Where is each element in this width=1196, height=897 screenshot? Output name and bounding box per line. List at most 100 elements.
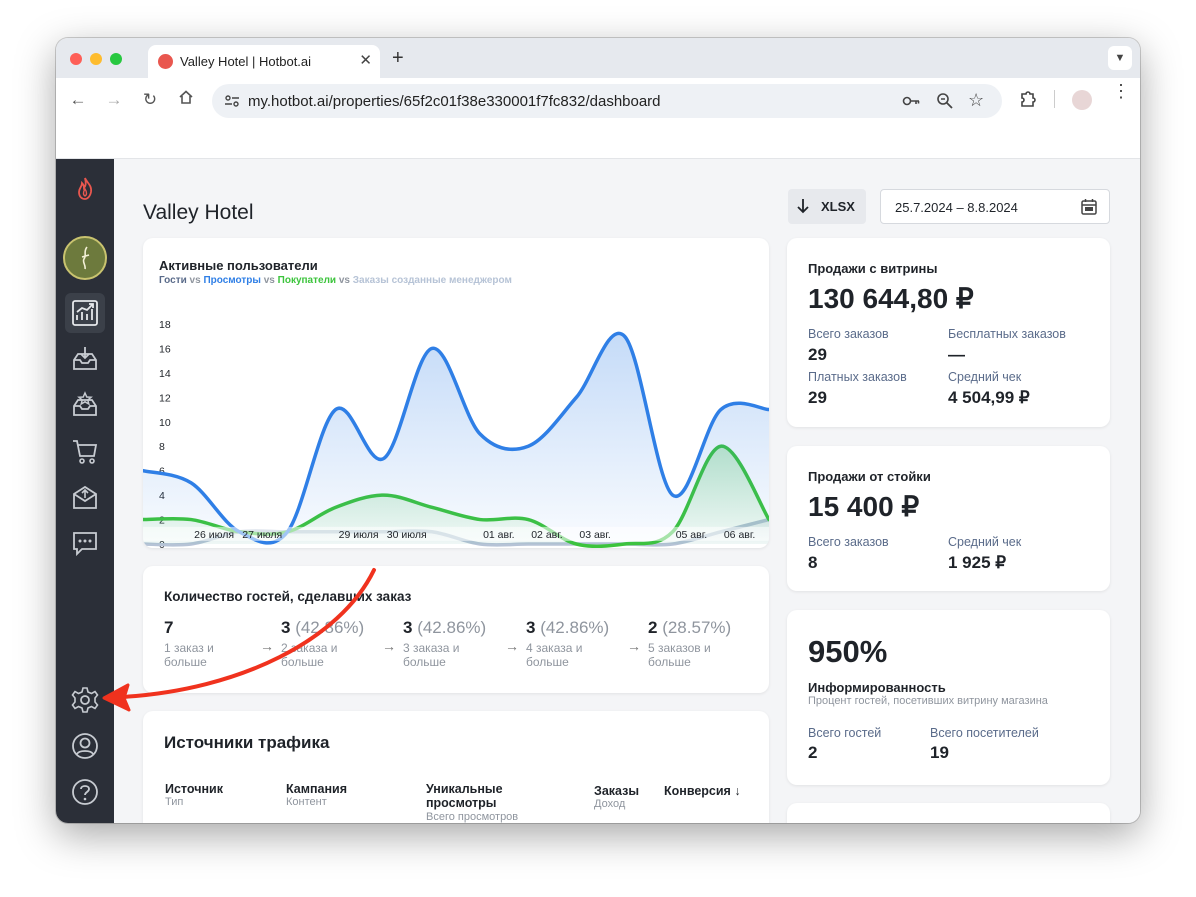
close-window-button[interactable] [70, 53, 82, 65]
x-tick-label: 27 июля [242, 529, 282, 541]
x-tick-label: 06 авг. [724, 529, 755, 541]
column-sub-campaign: Контент [286, 796, 327, 808]
dashboard-chart-icon[interactable] [65, 293, 105, 333]
tab-search-chevron-icon[interactable]: ▼ [1108, 46, 1132, 70]
sales-desk-card: Продажи от стойки 15 400 ₽ Всего заказов… [787, 446, 1110, 591]
paid-orders-label: Платных заказов [808, 370, 907, 384]
funnel-step-count: 3 (42.86%) [281, 618, 401, 638]
legend-item: Гости [159, 275, 190, 286]
browser-menu-icon[interactable]: ⋮ [1112, 81, 1130, 101]
forward-icon[interactable]: → [105, 90, 123, 109]
funnel-percent-value: (42.86%) [535, 618, 610, 637]
funnel-step: 3 (42.86%) 3 заказа и больше [403, 618, 523, 669]
back-icon[interactable]: ← [69, 90, 87, 109]
export-xlsx-button[interactable]: XLSX [788, 189, 866, 224]
toolbar-divider [1054, 90, 1055, 108]
guest-orders-title: Количество гостей, сделавших заказ [164, 589, 412, 604]
total-visitors-value: 19 [930, 743, 949, 762]
x-tick-label: 29 июля [339, 529, 379, 541]
x-tick-label: 26 июля [194, 529, 234, 541]
next-card-partial [787, 803, 1110, 823]
funnel-count-value: 7 [164, 618, 174, 637]
funnel-step-count: 3 (42.86%) [403, 618, 523, 638]
sales-showcase-title: Продажи с витрины [808, 261, 938, 276]
column-header-unique-views[interactable]: Уникальные просмотры [426, 782, 503, 810]
password-key-icon[interactable] [902, 93, 920, 114]
mail-send-icon[interactable] [65, 477, 105, 517]
page-title: Valley Hotel [143, 201, 254, 224]
y-tick-label: 16 [159, 343, 171, 355]
awareness-percent: 950% [808, 634, 888, 669]
total-guests-label: Всего гостей [808, 726, 882, 740]
sales-showcase-amount: 130 644,80 ₽ [808, 283, 974, 314]
x-tick-label: 30 июля [387, 529, 427, 541]
download-arrow-icon [797, 199, 809, 214]
column-header-orders[interactable]: Заказы [594, 784, 640, 798]
traffic-sources-title: Источники трафика [164, 733, 330, 752]
settings-gear-icon[interactable] [65, 680, 105, 720]
funnel-arrow-icon: → [382, 638, 396, 654]
user-profile-icon[interactable] [65, 726, 105, 766]
avg-check-value: 4 504,99 ₽ [948, 388, 1030, 407]
total-visitors-label: Всего посетителей [930, 726, 1039, 740]
address-bar[interactable]: my.hotbot.ai/properties/65f2c01f38e33000… [212, 84, 1002, 118]
column-header-source[interactable]: Источник [165, 782, 223, 796]
funnel-step: 3 (42.86%) 4 заказа и больше [526, 618, 646, 669]
x-axis-band [143, 526, 769, 541]
main-content: Valley Hotel XLSX 25.7.2024 – 8.8.2024 А… [114, 159, 1140, 823]
page-top-strip [56, 122, 1140, 159]
funnel-step-count: 7 [164, 618, 284, 638]
funnel-step: 2 (28.57%) 5 заказов и больше [648, 618, 768, 669]
profile-avatar-icon[interactable] [1072, 90, 1092, 110]
legend-item: vs [263, 275, 278, 286]
close-tab-icon[interactable]: ✕ [359, 52, 372, 69]
funnel-step-desc: 5 заказов и больше [648, 641, 711, 669]
reload-icon[interactable]: ↻ [142, 90, 158, 109]
y-tick-label: 18 [159, 319, 171, 331]
legend-item: vs [338, 275, 353, 286]
hotel-avatar[interactable] [63, 236, 107, 280]
help-question-icon[interactable] [65, 772, 105, 812]
hotbot-favicon-icon [158, 54, 173, 69]
x-tick-label: 03 авг. [579, 529, 610, 541]
bookmark-star-icon[interactable]: ☆ [968, 90, 985, 110]
hotbot-logo-flame-icon[interactable] [65, 169, 105, 209]
column-header-conversion[interactable]: Конверсия ↓ [664, 784, 741, 798]
export-xlsx-label: XLSX [821, 199, 855, 214]
series-area [143, 333, 769, 544]
inbox-star-icon[interactable] [65, 385, 105, 425]
y-tick-label: 8 [159, 441, 165, 453]
y-tick-label: 12 [159, 392, 171, 404]
minimize-window-button[interactable] [90, 53, 102, 65]
maximize-window-button[interactable] [110, 53, 122, 65]
url-text: my.hotbot.ai/properties/65f2c01f38e33000… [248, 93, 661, 110]
sales-showcase-card: Продажи с витрины 130 644,80 ₽ Всего зак… [787, 238, 1110, 427]
extensions-puzzle-icon[interactable] [1018, 89, 1038, 114]
active-users-card: Активные пользователи Гости vs Просмотры… [143, 238, 769, 548]
new-tab-icon[interactable]: + [392, 47, 404, 69]
desk-avg-check-label: Средний чек [948, 535, 1022, 549]
y-tick-label: 6 [159, 466, 165, 478]
funnel-step-count: 2 (28.57%) [648, 618, 768, 638]
zoom-icon[interactable] [936, 92, 954, 115]
total-orders-value: 29 [808, 345, 827, 364]
browser-tab[interactable]: Valley Hotel | Hotbot.ai ✕ [148, 45, 380, 78]
funnel-percent-value: (42.86%) [412, 618, 487, 637]
awareness-title: Информированность [808, 680, 946, 695]
column-sub-source: Тип [165, 796, 184, 808]
home-icon[interactable] [174, 88, 198, 112]
sidebar [56, 159, 114, 823]
chat-bubble-icon[interactable] [65, 523, 105, 563]
funnel-count-value: 3 [526, 618, 536, 637]
sales-desk-title: Продажи от стойки [808, 469, 931, 484]
legend-item: Заказы созданные менеджером [352, 275, 512, 286]
column-header-campaign[interactable]: Кампания [286, 782, 348, 796]
funnel-arrow-icon: → [260, 638, 274, 654]
shopping-cart-icon[interactable] [65, 431, 105, 471]
site-settings-icon[interactable] [224, 94, 240, 113]
awareness-subtitle: Процент гостей, посетивших витрину магаз… [808, 695, 1048, 707]
date-range-picker[interactable]: 25.7.2024 – 8.8.2024 [880, 189, 1110, 224]
x-tick-label: 01 авг. [483, 529, 514, 541]
inbox-download-icon[interactable] [65, 339, 105, 379]
